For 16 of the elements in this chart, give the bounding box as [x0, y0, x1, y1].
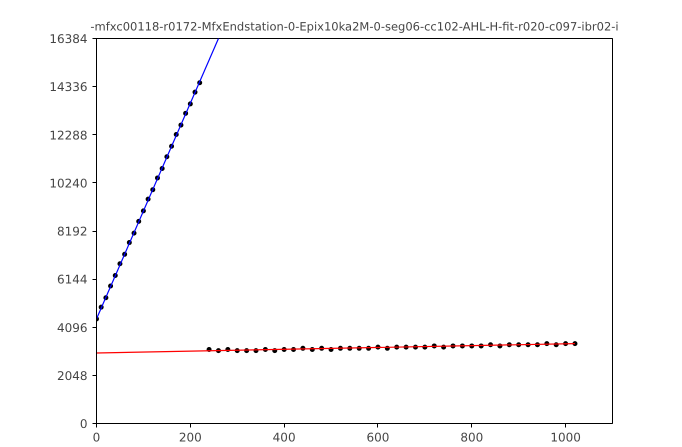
x-tick-label: 600 [366, 430, 390, 444]
y-tick-label: 12288 [49, 128, 88, 142]
y-tick-label: 14336 [49, 80, 88, 94]
y-tick-label: 2048 [56, 368, 88, 383]
x-tick-label: 1000 [550, 430, 581, 444]
y-tick-label: 6144 [56, 272, 88, 287]
y-tick-label: 10240 [49, 176, 88, 190]
x-tick-label: 200 [178, 430, 202, 444]
x-tick-label: 400 [272, 430, 296, 444]
y-tick-label: 16384 [49, 32, 88, 46]
chart-title: -mfxc00118-r0172-MfxEndstation-0-Epix10ka2M-0-seg06-cc102-AHL-H-fit-r020-c097-ibr02-i [90, 20, 619, 34]
x-tick-label: 800 [460, 430, 484, 444]
y-tick-label: 8192 [56, 224, 88, 238]
x-tick-label: 0 [92, 430, 100, 444]
y-tick-label: 4096 [56, 320, 88, 335]
y-tick-label: 0 [80, 417, 88, 431]
